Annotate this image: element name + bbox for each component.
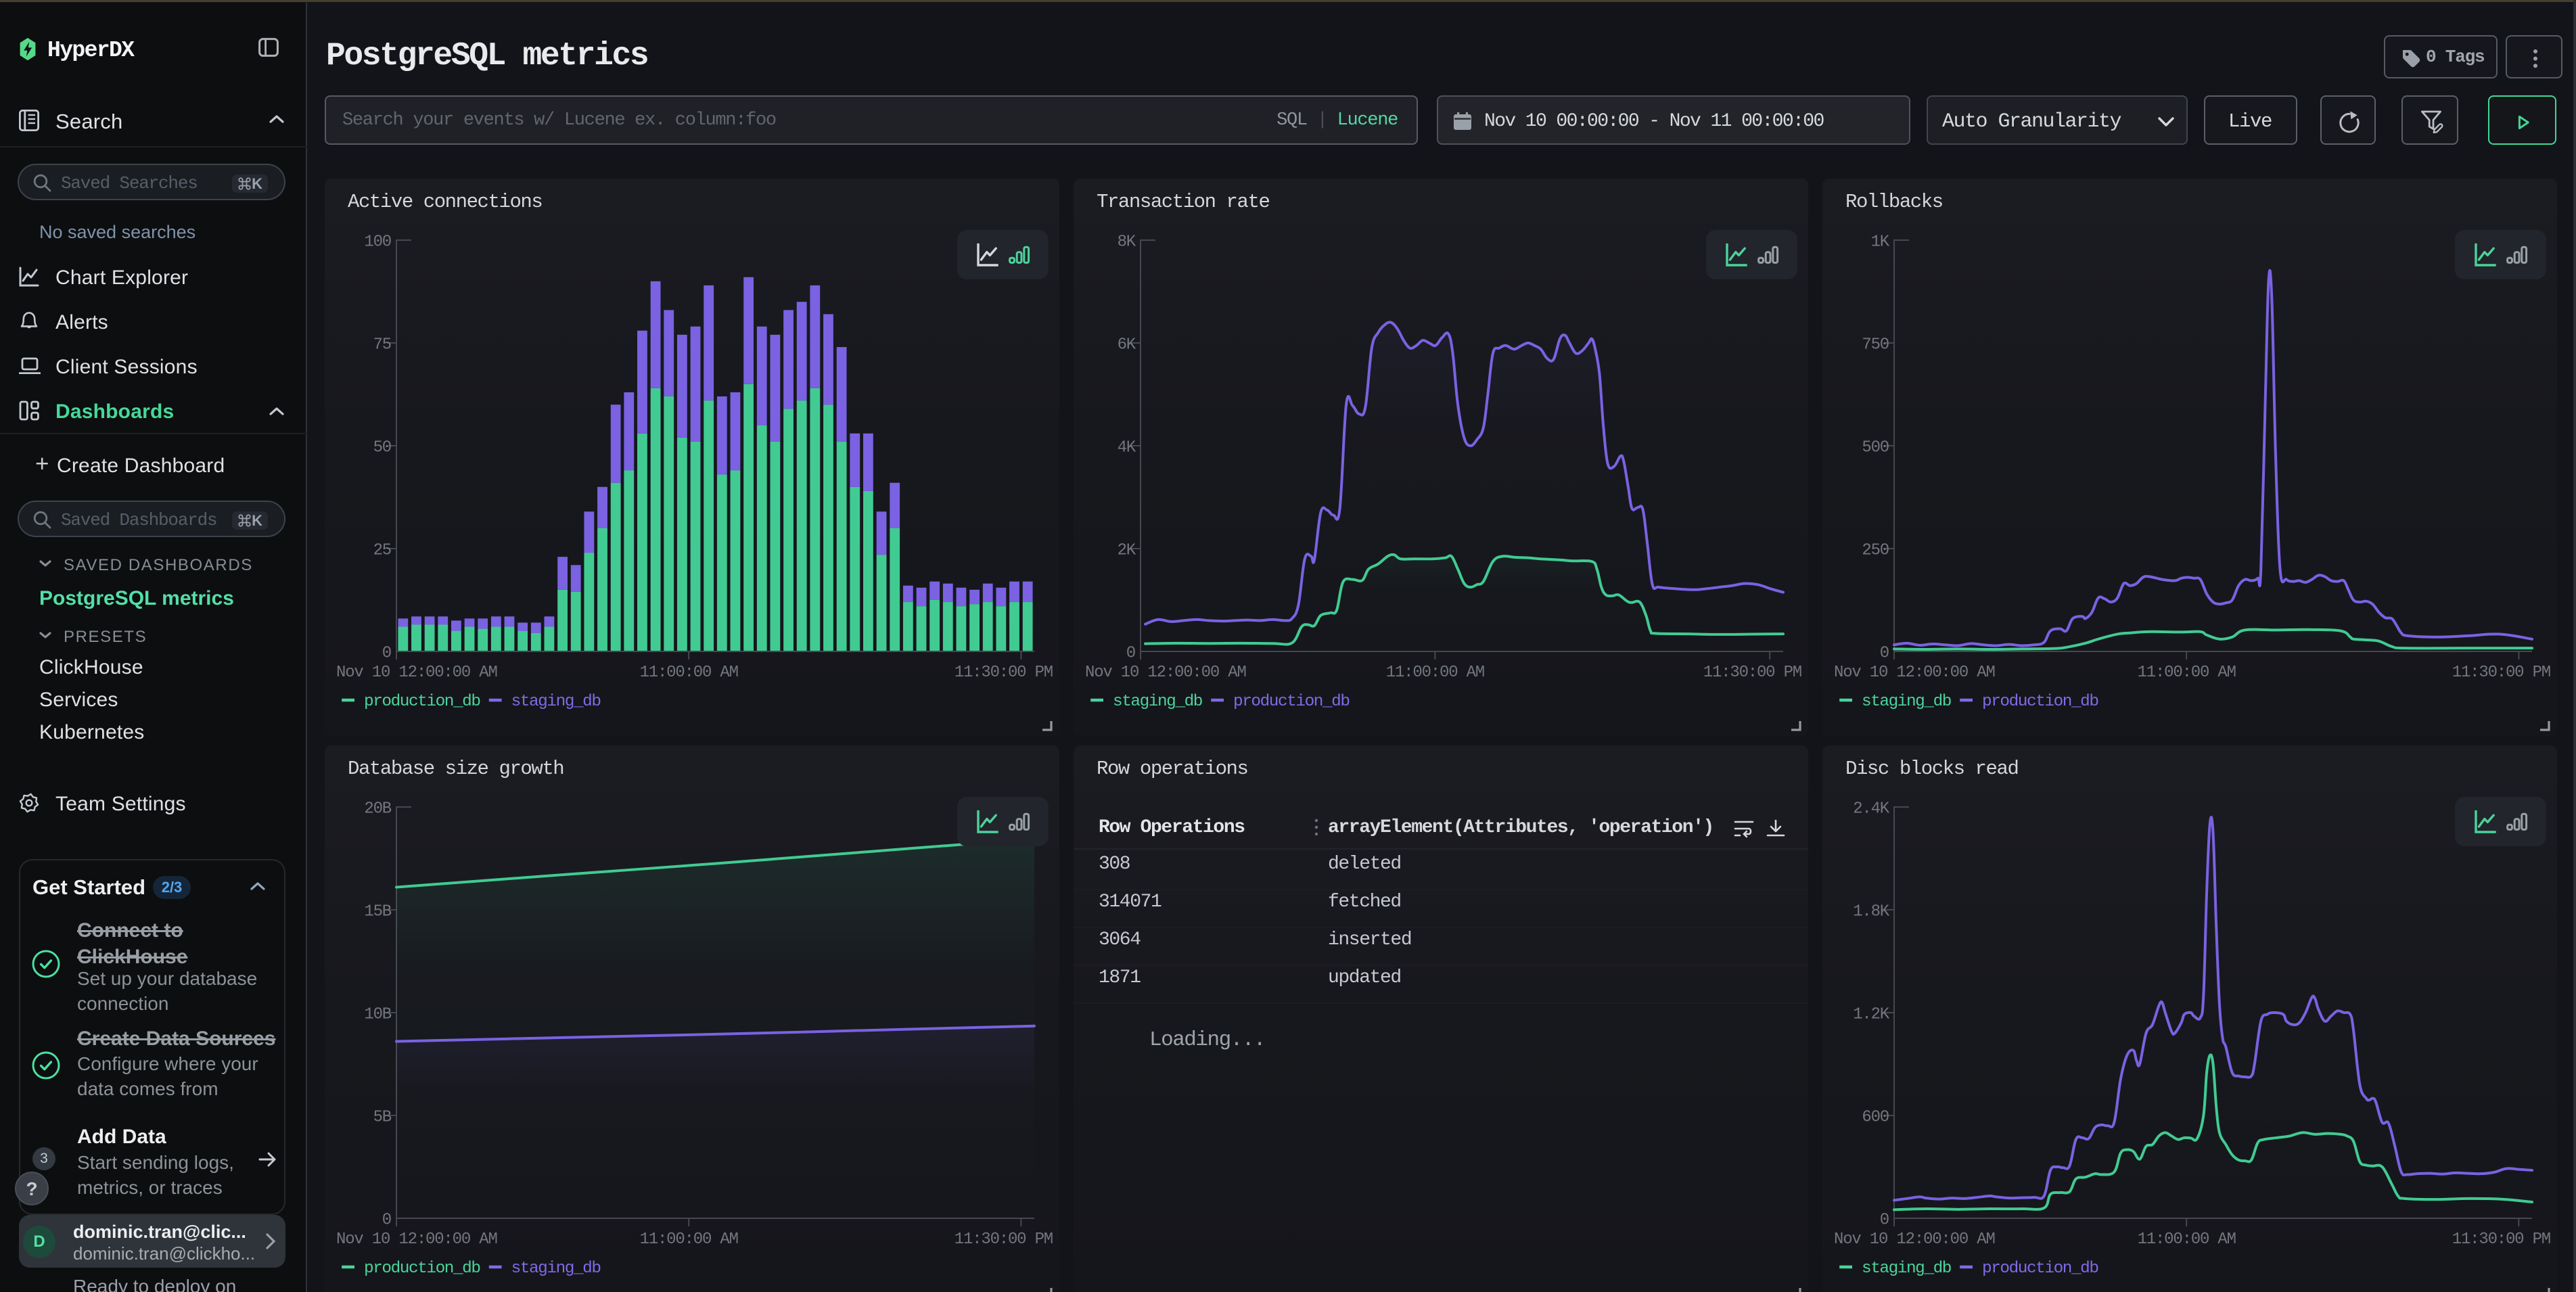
svg-text:750: 750 [1862, 336, 1889, 354]
svg-text:11:00:00 AM: 11:00:00 AM [640, 664, 738, 682]
svg-text:15B: 15B [364, 902, 391, 921]
svg-text:100: 100 [364, 233, 391, 251]
svg-text:5B: 5B [373, 1108, 392, 1126]
svg-text:11:30:00 PM: 11:30:00 PM [1703, 664, 1801, 682]
svg-text:staging_db: staging_db [511, 693, 601, 711]
svg-text:20B: 20B [364, 800, 391, 818]
svg-text:staging_db: staging_db [1862, 693, 1951, 711]
svg-text:0: 0 [382, 1211, 391, 1229]
svg-text:11:30:00 PM: 11:30:00 PM [954, 1230, 1053, 1249]
svg-text:staging_db: staging_db [511, 1260, 601, 1278]
svg-text:600: 600 [1862, 1108, 1889, 1126]
svg-text:11:30:00 PM: 11:30:00 PM [2452, 664, 2550, 682]
svg-text:production_db: production_db [1233, 693, 1350, 711]
svg-text:6K: 6K [1118, 336, 1136, 354]
svg-text:11:00:00 AM: 11:00:00 AM [1386, 664, 1484, 682]
svg-text:0: 0 [1880, 644, 1889, 662]
svg-text:Nov 10 12:00:00 AM: Nov 10 12:00:00 AM [336, 1230, 497, 1249]
svg-text:10B: 10B [364, 1005, 391, 1023]
svg-text:0: 0 [1880, 1211, 1889, 1229]
svg-text:Nov 10 12:00:00 AM: Nov 10 12:00:00 AM [1085, 664, 1246, 682]
svg-text:50: 50 [373, 438, 391, 457]
svg-text:250: 250 [1862, 541, 1889, 559]
svg-text:production_db: production_db [364, 693, 480, 711]
svg-text:2K: 2K [1118, 541, 1136, 559]
svg-text:staging_db: staging_db [1862, 1260, 1951, 1278]
svg-text:11:30:00 PM: 11:30:00 PM [954, 664, 1053, 682]
svg-text:1K: 1K [1871, 233, 1890, 251]
svg-text:Nov 10 12:00:00 AM: Nov 10 12:00:00 AM [1834, 664, 1995, 682]
svg-text:2.4K: 2.4K [1853, 800, 1890, 818]
svg-text:8K: 8K [1118, 233, 1136, 251]
svg-text:0: 0 [1126, 644, 1135, 662]
svg-text:Nov 10 12:00:00 AM: Nov 10 12:00:00 AM [1834, 1230, 1995, 1249]
svg-text:25: 25 [373, 541, 391, 559]
svg-text:11:30:00 PM: 11:30:00 PM [2452, 1230, 2550, 1249]
svg-text:Nov 10 12:00:00 AM: Nov 10 12:00:00 AM [336, 664, 497, 682]
svg-text:staging_db: staging_db [1113, 693, 1202, 711]
svg-text:1.2K: 1.2K [1853, 1005, 1890, 1023]
svg-text:75: 75 [373, 336, 391, 354]
svg-text:500: 500 [1862, 438, 1889, 457]
svg-text:4K: 4K [1118, 438, 1136, 457]
svg-text:1.8K: 1.8K [1853, 902, 1890, 921]
svg-text:production_db: production_db [1982, 1260, 2098, 1278]
svg-text:11:00:00 AM: 11:00:00 AM [640, 1230, 738, 1249]
svg-text:11:00:00 AM: 11:00:00 AM [2138, 1230, 2236, 1249]
svg-text:production_db: production_db [364, 1260, 480, 1278]
svg-text:11:00:00 AM: 11:00:00 AM [2138, 664, 2236, 682]
svg-text:production_db: production_db [1982, 693, 2098, 711]
svg-text:0: 0 [382, 644, 391, 662]
